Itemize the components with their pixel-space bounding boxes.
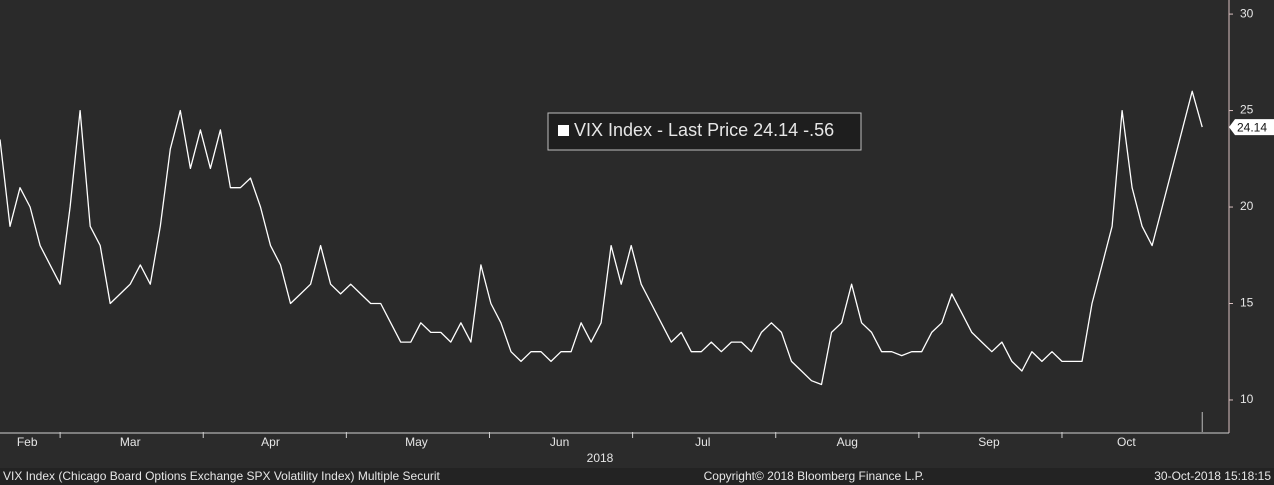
x-tick-label: Feb — [17, 435, 38, 449]
legend-box — [547, 112, 862, 151]
x-tick-label: Jul — [695, 435, 710, 449]
y-tick-label: 15 — [1240, 296, 1254, 310]
x-tick-label: Apr — [261, 435, 280, 449]
legend-text: VIX Index - Last Price 24.14 -.56 — [574, 120, 834, 140]
plot-area — [0, 0, 1229, 433]
last-price-tag — [1229, 119, 1274, 136]
legend-swatch — [558, 125, 569, 136]
legend: VIX Index - Last Price 24.14 -.56 — [547, 112, 862, 151]
footer-bar — [0, 468, 1274, 485]
y-tick-label: 30 — [1240, 6, 1254, 20]
y-tick-label: 20 — [1240, 199, 1254, 213]
x-axis-year: 2018 — [587, 451, 614, 465]
x-tick-label: Oct — [1117, 435, 1136, 449]
last-price-label: 24.14 — [1237, 120, 1267, 134]
x-tick-label: Aug — [837, 435, 858, 449]
footer-right: 30-Oct-2018 15:18:15 — [1154, 469, 1271, 483]
footer-center: Copyright© 2018 Bloomberg Finance L.P. — [704, 469, 925, 483]
x-tick-label: Sep — [978, 435, 1000, 449]
series-line — [0, 90, 1203, 386]
x-tick-label: Jun — [550, 435, 569, 449]
x-tick-label: Mar — [120, 435, 141, 449]
y-tick-label: 10 — [1240, 392, 1254, 406]
footer-left: VIX Index (Chicago Board Options Exchang… — [3, 469, 441, 483]
x-tick-label: May — [405, 435, 428, 449]
y-tick-label: 25 — [1240, 103, 1254, 117]
